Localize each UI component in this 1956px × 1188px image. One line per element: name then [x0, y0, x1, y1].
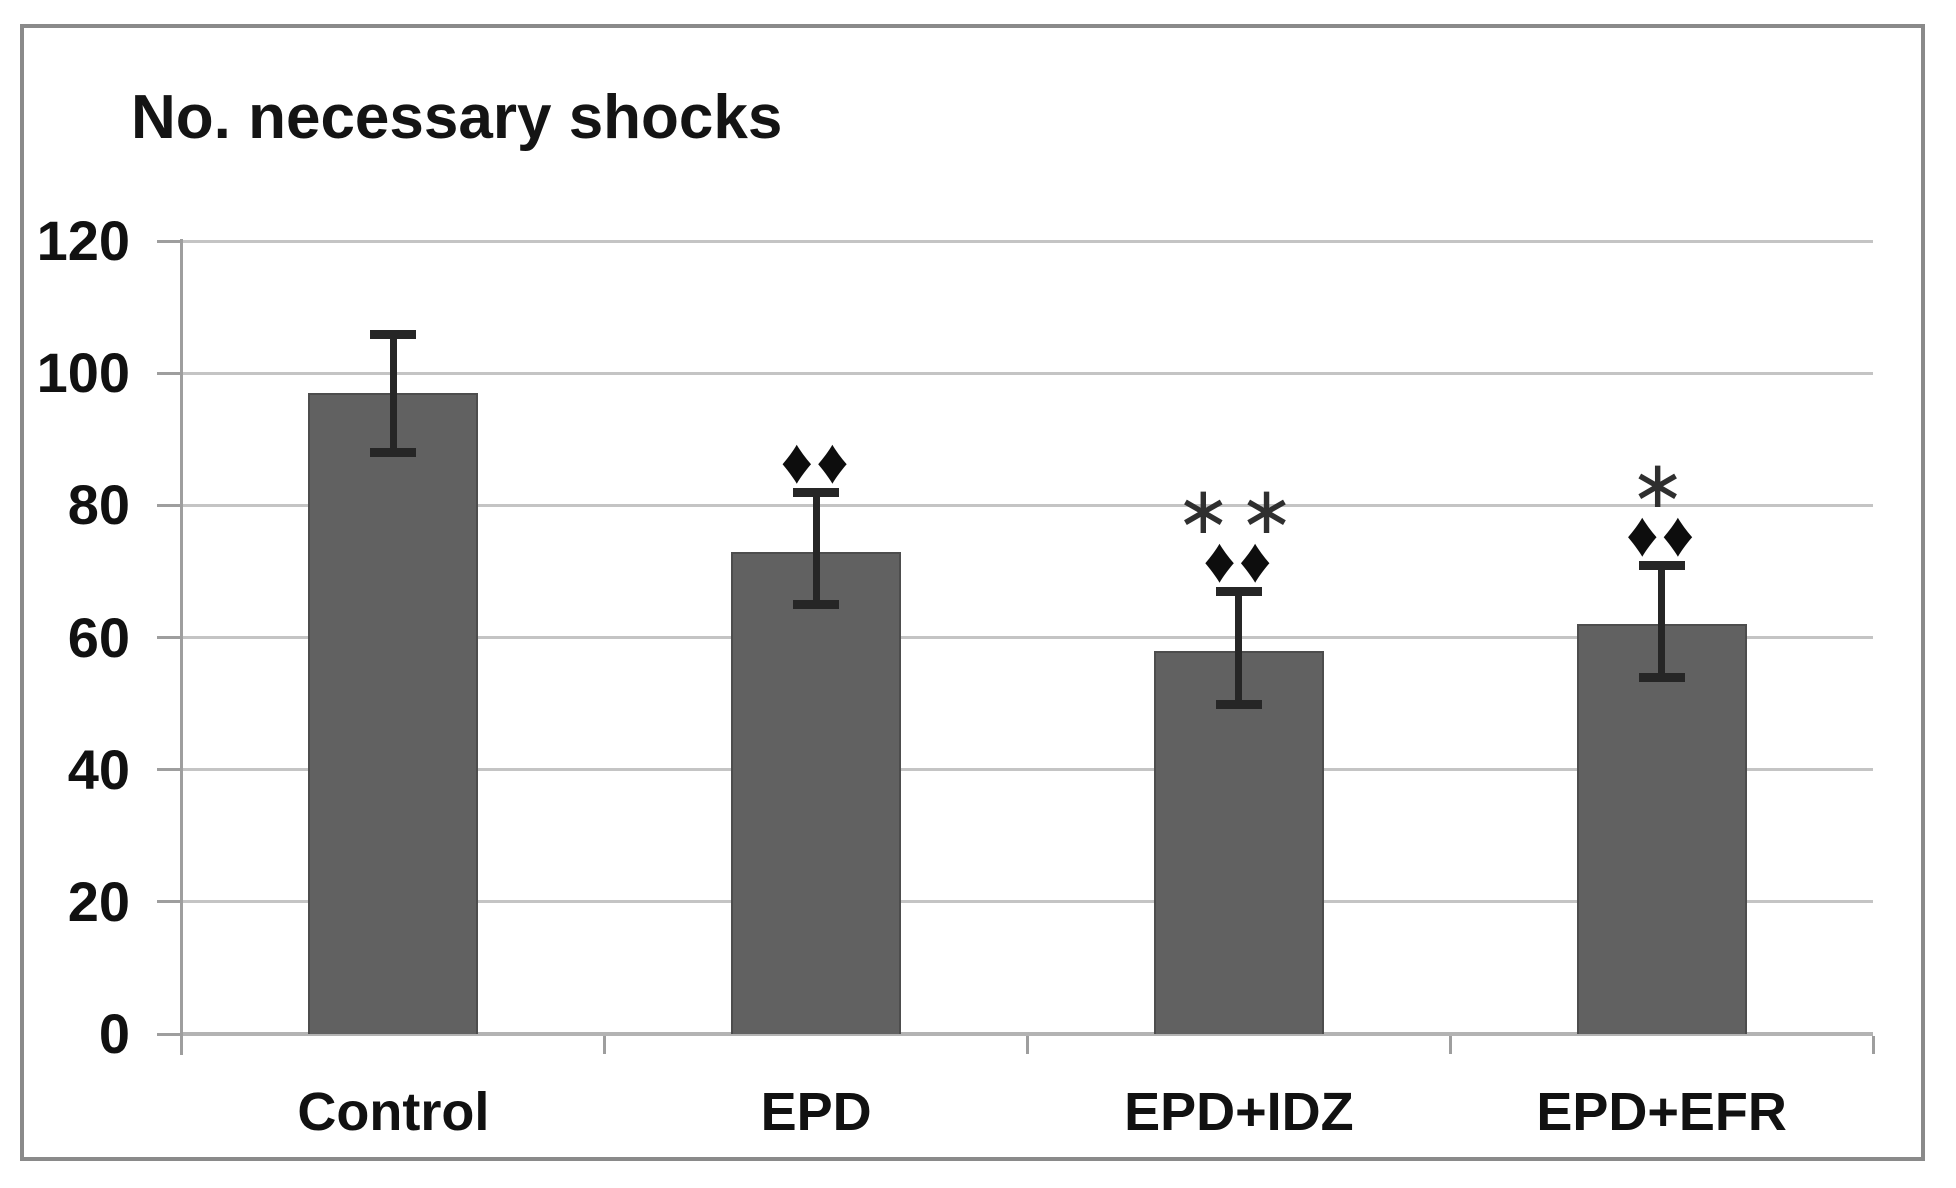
y-gridline	[182, 768, 1873, 772]
error-bar-bottom-cap	[370, 448, 417, 458]
y-axis-tick	[157, 636, 182, 639]
asterisk-annotation: ∗∗	[1175, 473, 1303, 548]
error-bar-bottom-cap	[1638, 673, 1685, 683]
x-axis-label: EPD+IDZ	[1124, 1082, 1354, 1142]
error-bar-stem	[1658, 564, 1666, 678]
y-axis-line	[180, 239, 183, 1055]
y-gridline	[182, 239, 1873, 243]
y-gridline	[182, 900, 1873, 904]
diamond-annotation: ♦♦	[1203, 524, 1275, 597]
significance-annotation: ∗ ♦♦	[1512, 446, 1812, 570]
x-axis-boundary-tick	[1871, 1036, 1875, 1054]
error-bar-bottom-cap	[793, 600, 840, 610]
y-axis-tick	[157, 371, 182, 375]
y-gridline	[182, 371, 1873, 375]
error-bar-stem	[389, 333, 397, 453]
x-axis-boundary-tick	[1026, 1036, 1029, 1054]
x-axis-label: EPD	[760, 1082, 872, 1142]
error-bar-top-cap	[370, 329, 417, 339]
x-axis-line	[182, 1032, 1873, 1036]
y-axis-label: 60	[67, 605, 130, 669]
bar-control	[308, 392, 479, 1034]
x-axis-boundary-tick	[1448, 1036, 1452, 1054]
bar-epd	[731, 551, 902, 1034]
asterisk-annotation: ∗	[1629, 446, 1694, 521]
diamond-annotation: ♦♦	[780, 425, 852, 498]
y-axis-tick	[157, 239, 182, 243]
x-axis-boundary-tick	[603, 1036, 607, 1054]
y-axis-label: 120	[36, 209, 130, 272]
y-axis-tick	[157, 1032, 182, 1036]
x-axis-label: EPD+EFR	[1536, 1082, 1787, 1142]
error-bar-top-cap	[793, 488, 840, 498]
y-axis-tick	[157, 768, 182, 772]
error-bar-top-cap	[1638, 560, 1685, 570]
significance-annotation: ♦♦	[666, 425, 966, 498]
y-gridline	[182, 503, 1873, 507]
y-axis-label: 20	[67, 869, 130, 933]
error-bar-top-cap	[1215, 587, 1262, 597]
diamond-annotation: ♦♦	[1625, 497, 1698, 570]
y-axis-label: 0	[98, 1002, 130, 1065]
y-axis-tick	[157, 503, 182, 507]
y-axis-label: 100	[36, 341, 130, 405]
significance-annotation: ∗∗ ♦♦	[1089, 473, 1389, 597]
y-axis-label: 40	[67, 737, 130, 801]
y-axis-label: 80	[67, 473, 130, 537]
bar-epd-idz	[1153, 650, 1324, 1034]
error-bar-bottom-cap	[1215, 699, 1262, 709]
x-axis-label: Control	[297, 1082, 490, 1142]
y-gridline	[182, 636, 1873, 639]
chart-title: No. necessary shocks	[131, 83, 783, 152]
error-bar-stem	[1235, 591, 1243, 704]
bar-epd-efr	[1576, 624, 1747, 1034]
y-axis-tick	[157, 900, 182, 904]
error-bar-stem	[812, 492, 820, 605]
